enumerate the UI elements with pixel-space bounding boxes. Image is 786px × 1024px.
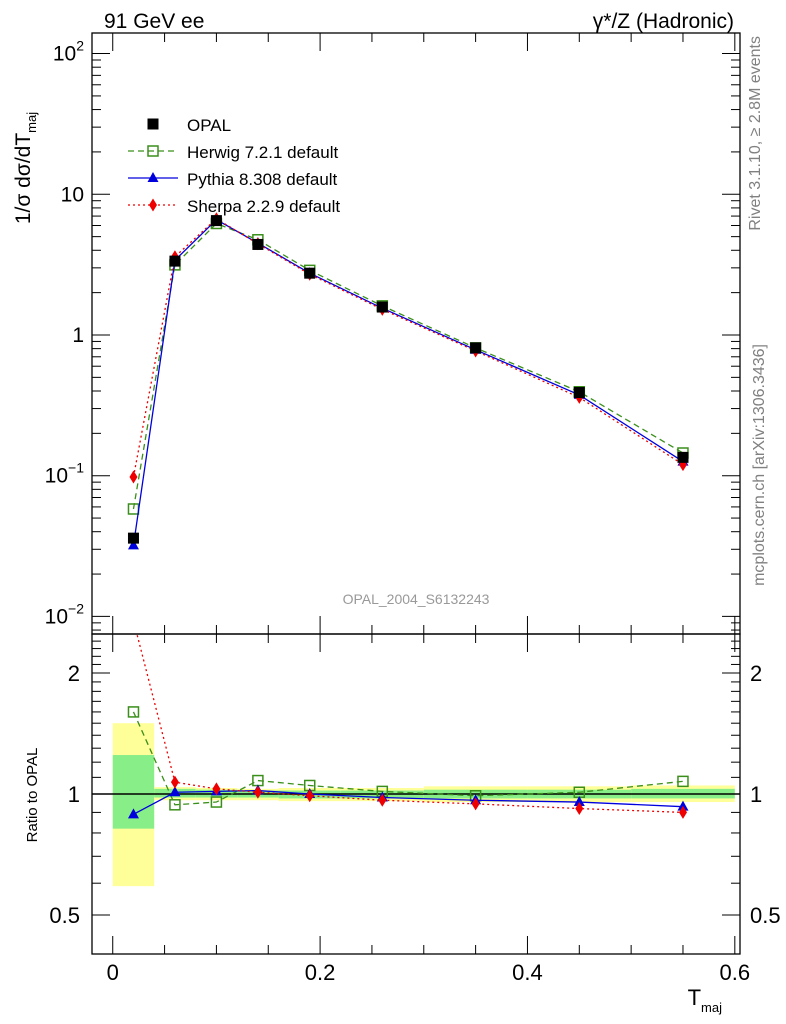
main-point-opal-2: [210, 215, 222, 227]
main-point-opal-6: [470, 342, 482, 354]
ratio-point-pythia-0: [127, 808, 139, 819]
ratio-point-sherpa-7: [471, 797, 480, 811]
main-line-sherpa: [132, 217, 684, 478]
legend-marker-opal: [147, 118, 159, 130]
ratio-point-pythia-8: [677, 800, 689, 811]
main-ytick-label-2: 1: [72, 324, 84, 347]
legend-label-sherpa: Sherpa 2.2.9 default: [187, 197, 340, 216]
x-axis-title-main: T: [688, 985, 701, 1010]
ratio-point-herwig-0: [127, 706, 140, 718]
ratio-point-herwig-1: [169, 799, 181, 811]
ratio-y-axis-title: Ratio to OPAL: [24, 748, 41, 843]
ratio-panel-series: [92, 634, 740, 819]
main-line-pythia: [132, 218, 684, 546]
ratio-line-sherpa: [136, 634, 684, 814]
main-ytick-exp-1: −1: [68, 460, 84, 476]
ratio-point-herwig-8: [677, 775, 689, 788]
main-point-opal-5: [376, 301, 388, 313]
rivet-label: Rivet 3.1.10, ≥ 2.8M events: [747, 36, 764, 231]
x-tick-labels: 0 0.2 0.4 0.6: [107, 960, 751, 985]
main-line-herwig: [132, 222, 684, 510]
main-ytick-label-3: 10: [61, 183, 84, 206]
header-right: γ*/Z (Hadronic): [593, 10, 734, 33]
header-left: 91 GeV ee: [104, 10, 204, 33]
xtick-label-0: 0: [107, 960, 119, 985]
main-point-opal-1: [169, 255, 181, 267]
ratio-point-sherpa-5: [305, 789, 314, 803]
main-y-axis-title-main: 1/σ dσ/dT: [12, 133, 35, 224]
legend-label-pythia: Pythia 8.308 default: [187, 170, 338, 189]
ratio-point-sherpa-9: [678, 805, 687, 819]
ratio-point-sherpa-2: [170, 775, 179, 789]
xtick-label-3: 0.6: [720, 960, 751, 985]
ratio-point-pythia-7: [573, 796, 585, 807]
ratio-line-herwig: [132, 711, 684, 806]
legend-marker-pythia: [147, 172, 159, 182]
axis-ticks: [92, 33, 740, 955]
main-ytick-label-0: 10−2: [45, 600, 85, 628]
main-point-opal-4: [304, 267, 316, 279]
svg-text:1/σ dσ/dTmaj: 1/σ dσ/dTmaj: [12, 112, 39, 224]
legend: OPAL Herwig 7.2.1 default Pythia 8.308 def…: [128, 116, 340, 216]
x-axis-title-sub: maj: [701, 1000, 722, 1015]
analysis-watermark: OPAL_2004_S6132243: [343, 591, 490, 607]
main-point-opal-0: [127, 532, 139, 544]
ratio-point-herwig-2: [210, 796, 223, 808]
legend-marker-herwig: [147, 145, 159, 157]
main-ytick-label-1: 10−1: [45, 460, 85, 488]
legend-label-herwig: Herwig 7.2.1 default: [187, 143, 338, 162]
main-point-sherpa-0: [129, 470, 138, 484]
xtick-label-1: 0.2: [305, 960, 336, 985]
mcplots-label: mcplots.cern.ch [arXiv:1306.3436]: [751, 344, 768, 586]
ratio-ytick-label-left-2: 2: [68, 661, 80, 686]
main-ytick-exp-0: −2: [68, 600, 84, 616]
main-panel-series: [127, 212, 689, 550]
ratio-ytick-label-left-1: 1: [68, 782, 80, 807]
main-ytick-label-4: 102: [53, 38, 84, 66]
xtick-label-2: 0.4: [512, 960, 543, 985]
legend-marker-sherpa: [149, 198, 157, 212]
ratio-point-sherpa-6: [378, 793, 387, 807]
legend-label-opal: OPAL: [187, 116, 231, 135]
main-point-opal-8: [677, 451, 689, 463]
main-y-axis-title: 1/σ dσ/dTmaj: [12, 112, 39, 224]
x-axis-title: Tmaj: [688, 985, 723, 1015]
ratio-point-pythia-1: [169, 786, 181, 797]
ratio-point-sherpa-3: [212, 782, 221, 796]
main-ytick-base-4: 10: [53, 43, 76, 66]
main-ytick-base-0: 10: [45, 605, 68, 628]
main-ytick-exp-4: 2: [76, 38, 84, 54]
main-point-opal-3: [252, 238, 264, 250]
ratio-ytick-label-right-2: 2: [750, 661, 762, 686]
ratio-ytick-label-right-1: 1: [750, 782, 762, 807]
ratio-point-sherpa-4: [253, 785, 262, 799]
main-point-opal-7: [573, 387, 585, 399]
ratio-ytick-label-left-0: 0.5: [49, 903, 80, 928]
main-ytick-base-1: 10: [45, 465, 68, 488]
ratio-ytick-label-right-0: 0.5: [750, 903, 781, 928]
main-point-pythia-0: [127, 539, 139, 550]
main-y-axis-title-sub: maj: [24, 112, 39, 133]
ratio-y-tick-labels: 0.5 0.5 1 1 2 2: [49, 661, 780, 928]
ratio-point-sherpa-8: [575, 802, 584, 816]
